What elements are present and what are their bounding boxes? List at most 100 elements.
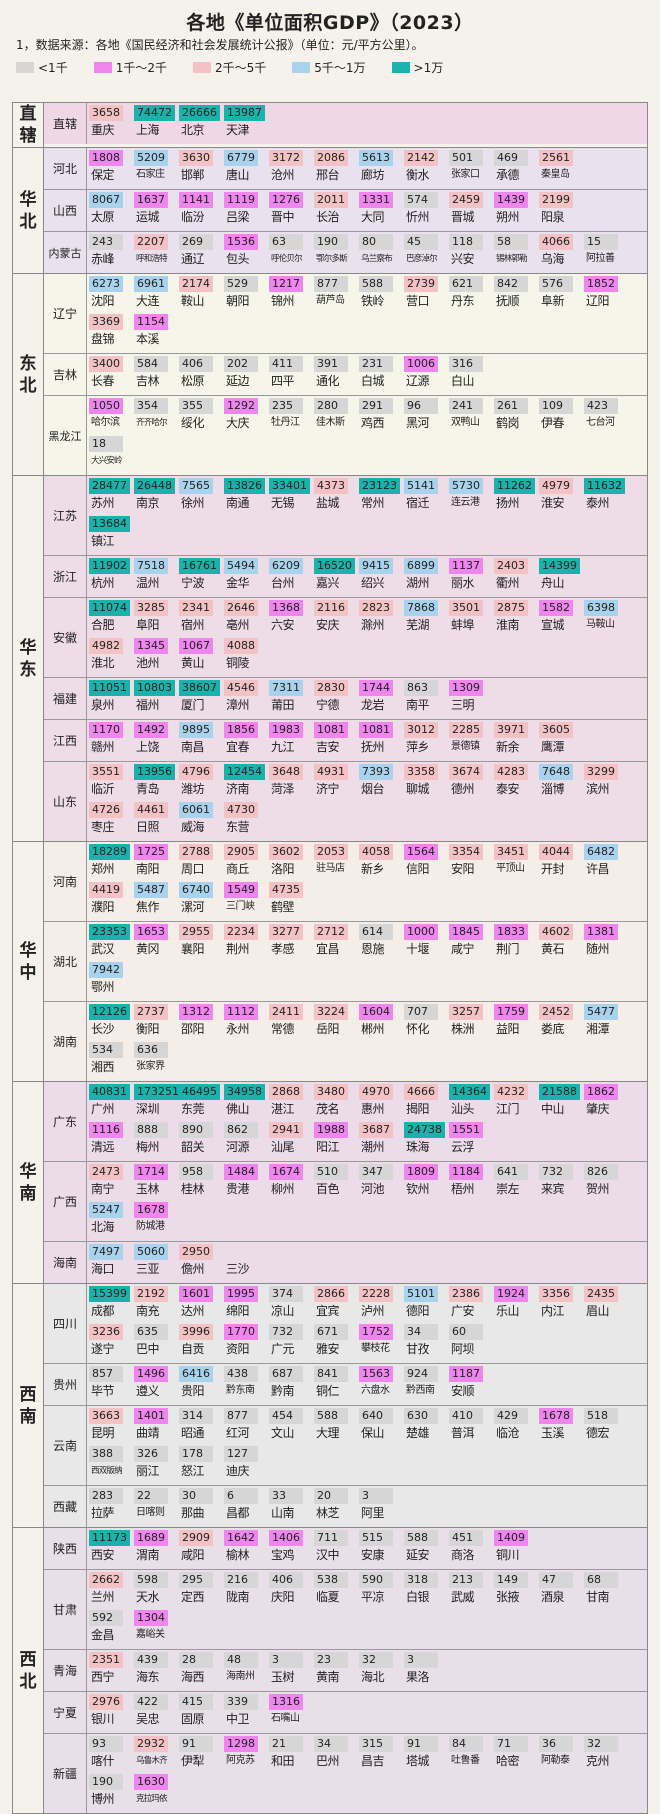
city-name: 红河 — [226, 1426, 250, 1440]
city-cell: 3356 内江 — [539, 1286, 582, 1324]
city-cell: 7868 芜湖 — [404, 600, 447, 638]
city-cell: 1331 大同 — [359, 192, 402, 230]
gdp-value: 1770 — [224, 1324, 258, 1340]
city-cell: 1678 玉溪 — [539, 1408, 582, 1446]
city-name: 阜新 — [541, 294, 565, 308]
city-name: 佳木斯 — [316, 417, 345, 428]
gdp-value: 687 — [269, 1366, 303, 1382]
city-cell: 11051 泉州 — [89, 680, 132, 718]
province-row: 福建 11051 泉州 10803 福州 38607 厦门 4546 漳州 7311 莆田 2830 宁… — [44, 678, 647, 720]
city-cell: 34 巴州 — [314, 1736, 357, 1774]
gdp-value: 862 — [224, 1122, 258, 1138]
city-name: 宜宾 — [316, 1304, 340, 1318]
region-label: 华北 — [13, 148, 44, 273]
gdp-value: 924 — [404, 1366, 438, 1382]
city-cell: 354 齐齐哈尔 — [134, 398, 177, 436]
city-name: 鹤壁 — [271, 900, 295, 914]
city-name: 普洱 — [451, 1426, 475, 1440]
gdp-value: 1368 — [269, 600, 303, 616]
city-cell: 45 巴彦淖尔 — [404, 234, 447, 272]
city-name: 阜阳 — [136, 618, 160, 632]
gdp-value: 1112 — [224, 1004, 258, 1020]
city-name: 防城港 — [136, 1221, 165, 1232]
city-list: 40831 广州 173251 深圳 46495 东莞 34958 佛山 2868 湛江 3480 茂… — [87, 1082, 647, 1161]
province-row: 浙江 11902 杭州 7518 温州 16761 宁波 5494 金华 6209 台州 16520 嘉… — [44, 556, 647, 598]
gdp-value: 3400 — [89, 356, 123, 372]
gdp-value: 3451 — [494, 844, 528, 860]
city-cell: 5477 湘潭 — [584, 1004, 627, 1042]
province-row: 宁夏 2976 银川 422 吴忠 415 固原 339 中卫 1316 石嘴山 — [44, 1692, 647, 1734]
city-name: 河池 — [361, 1182, 385, 1196]
gdp-value: 7518 — [134, 558, 168, 574]
city-name: 马鞍山 — [586, 619, 615, 630]
city-list: 3658 重庆 74472 上海 26666 北京 13987 天津 — [87, 103, 647, 144]
city-name: 蚌埠 — [451, 618, 475, 632]
city-cell: 2905 商丘 — [224, 844, 267, 882]
gdp-value: 96 — [404, 398, 438, 414]
city-name: 连云港 — [451, 497, 480, 508]
gdp-value: 74472 — [134, 105, 175, 121]
city-name: 百色 — [316, 1182, 340, 1196]
gdp-value: 7497 — [89, 1244, 123, 1260]
city-name: 克拉玛依 — [136, 1794, 168, 1804]
city-name: 常德 — [271, 1022, 295, 1036]
province-row: 广东 40831 广州 173251 深圳 46495 东莞 34958 佛山 2868 湛江 348… — [44, 1082, 647, 1162]
city-name: 青岛 — [136, 782, 160, 796]
gdp-value: 1137 — [449, 558, 483, 574]
province-label: 云南 — [44, 1406, 87, 1485]
city-cell: 1714 玉林 — [134, 1164, 177, 1202]
city-name: 日照 — [136, 820, 160, 834]
city-cell: 3277 孝感 — [269, 924, 312, 962]
city-name: 商洛 — [451, 1548, 475, 1562]
city-name: 太原 — [91, 210, 115, 224]
city-name: 遂宁 — [91, 1342, 115, 1356]
city-cell: 1406 宝鸡 — [269, 1530, 312, 1568]
city-name: 锡林郭勒 — [496, 254, 528, 264]
city-name: 西安 — [91, 1548, 115, 1562]
city-cell: 4419 濮阳 — [89, 882, 132, 920]
gdp-value: 2351 — [89, 1652, 123, 1668]
legend-label: 1千～2千 — [115, 60, 167, 75]
city-cell: 1752 攀枝花 — [359, 1324, 402, 1362]
city-cell: 3 玉树 — [269, 1652, 312, 1690]
gdp-value: 4461 — [134, 802, 168, 818]
city-list: 11074 合肥 3285 阜阳 2341 宿州 2646 亳州 1368 六安 2116 安庆 282… — [87, 598, 647, 677]
city-name: 承德 — [496, 168, 520, 182]
city-name: 达州 — [181, 1304, 205, 1318]
city-name: 沧州 — [271, 168, 295, 182]
city-name: 吉安 — [316, 740, 340, 754]
city-cell: 9415 绍兴 — [359, 558, 402, 596]
city-cell: 635 巴中 — [134, 1324, 177, 1362]
gdp-value: 339 — [224, 1694, 258, 1710]
province-row: 广西 2473 南宁 1714 玉林 958 桂林 1484 贵港 1674 柳州 510 百色 347 河… — [44, 1162, 647, 1242]
gdp-value: 2868 — [269, 1084, 303, 1100]
city-cell: 295 定西 — [179, 1572, 222, 1610]
city-name: 儋州 — [181, 1262, 205, 1276]
city-name: 昆明 — [91, 1426, 115, 1440]
gdp-value: 3 — [269, 1652, 303, 1668]
city-cell: 3602 洛阳 — [269, 844, 312, 882]
city-cell: 958 桂林 — [179, 1164, 222, 1202]
city-cell: 32 海北 — [359, 1652, 402, 1690]
gdp-value: 2866 — [314, 1286, 348, 1302]
region-block: 华东江苏 28477 苏州 26448 南京 7565 徐州 13826 南通 33401 无锡 43… — [13, 476, 647, 842]
city-cell: 841 铜仁 — [314, 1366, 357, 1404]
gdp-value: 2452 — [539, 1004, 573, 1020]
gdp-value: 598 — [134, 1572, 168, 1588]
gdp-value: 1563 — [359, 1366, 393, 1382]
gdp-value: 2875 — [494, 600, 528, 616]
city-name: 芜湖 — [406, 618, 430, 632]
city-cell: 6398 马鞍山 — [584, 600, 627, 638]
city-cell: 118 兴安 — [449, 234, 492, 272]
gdp-value: 11074 — [89, 600, 130, 616]
city-cell: 429 临沧 — [494, 1408, 537, 1446]
gdp-value: 3687 — [359, 1122, 393, 1138]
city-name: 山南 — [271, 1506, 295, 1520]
province-label: 湖南 — [44, 1002, 87, 1081]
city-name: 揭阳 — [406, 1102, 430, 1116]
city-cell: 1170 赣州 — [89, 722, 132, 760]
gdp-value: 11262 — [494, 478, 535, 494]
city-cell: 2932 乌鲁木齐 — [134, 1736, 177, 1774]
city-cell: 877 葫芦岛 — [314, 276, 357, 314]
city-name: 呼伦贝尔 — [271, 254, 303, 264]
